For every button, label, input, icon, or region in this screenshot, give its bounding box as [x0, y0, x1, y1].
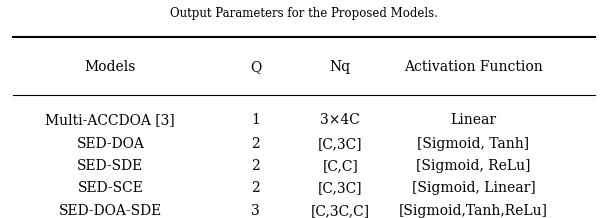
Text: [C,3C]: [C,3C]	[318, 181, 362, 195]
Text: 2: 2	[251, 137, 260, 151]
Text: 1: 1	[251, 113, 260, 127]
Text: SED-DOA: SED-DOA	[77, 137, 144, 151]
Text: SED-DOA-SDE: SED-DOA-SDE	[59, 204, 162, 218]
Text: Q: Q	[250, 60, 261, 74]
Text: 3×4C: 3×4C	[320, 113, 361, 127]
Text: Output Parameters for the Proposed Models.: Output Parameters for the Proposed Model…	[170, 7, 438, 20]
Text: [C,3C]: [C,3C]	[318, 137, 362, 151]
Text: [C,C]: [C,C]	[322, 159, 358, 173]
Text: [Sigmoid, ReLu]: [Sigmoid, ReLu]	[416, 159, 531, 173]
Text: 2: 2	[251, 159, 260, 173]
Text: 2: 2	[251, 181, 260, 195]
Text: [C,3C,C]: [C,3C,C]	[311, 204, 370, 218]
Text: SED-SCE: SED-SCE	[77, 181, 143, 195]
Text: Models: Models	[85, 60, 136, 74]
Text: Activation Function: Activation Function	[404, 60, 543, 74]
Text: [Sigmoid, Tanh]: [Sigmoid, Tanh]	[418, 137, 530, 151]
Text: [Sigmoid,Tanh,ReLu]: [Sigmoid,Tanh,ReLu]	[399, 204, 548, 218]
Text: Linear: Linear	[451, 113, 497, 127]
Text: Multi-ACCDOA [3]: Multi-ACCDOA [3]	[46, 113, 175, 127]
Text: Nq: Nq	[330, 60, 351, 74]
Text: SED-SDE: SED-SDE	[77, 159, 143, 173]
Text: [Sigmoid, Linear]: [Sigmoid, Linear]	[412, 181, 535, 195]
Text: 3: 3	[251, 204, 260, 218]
